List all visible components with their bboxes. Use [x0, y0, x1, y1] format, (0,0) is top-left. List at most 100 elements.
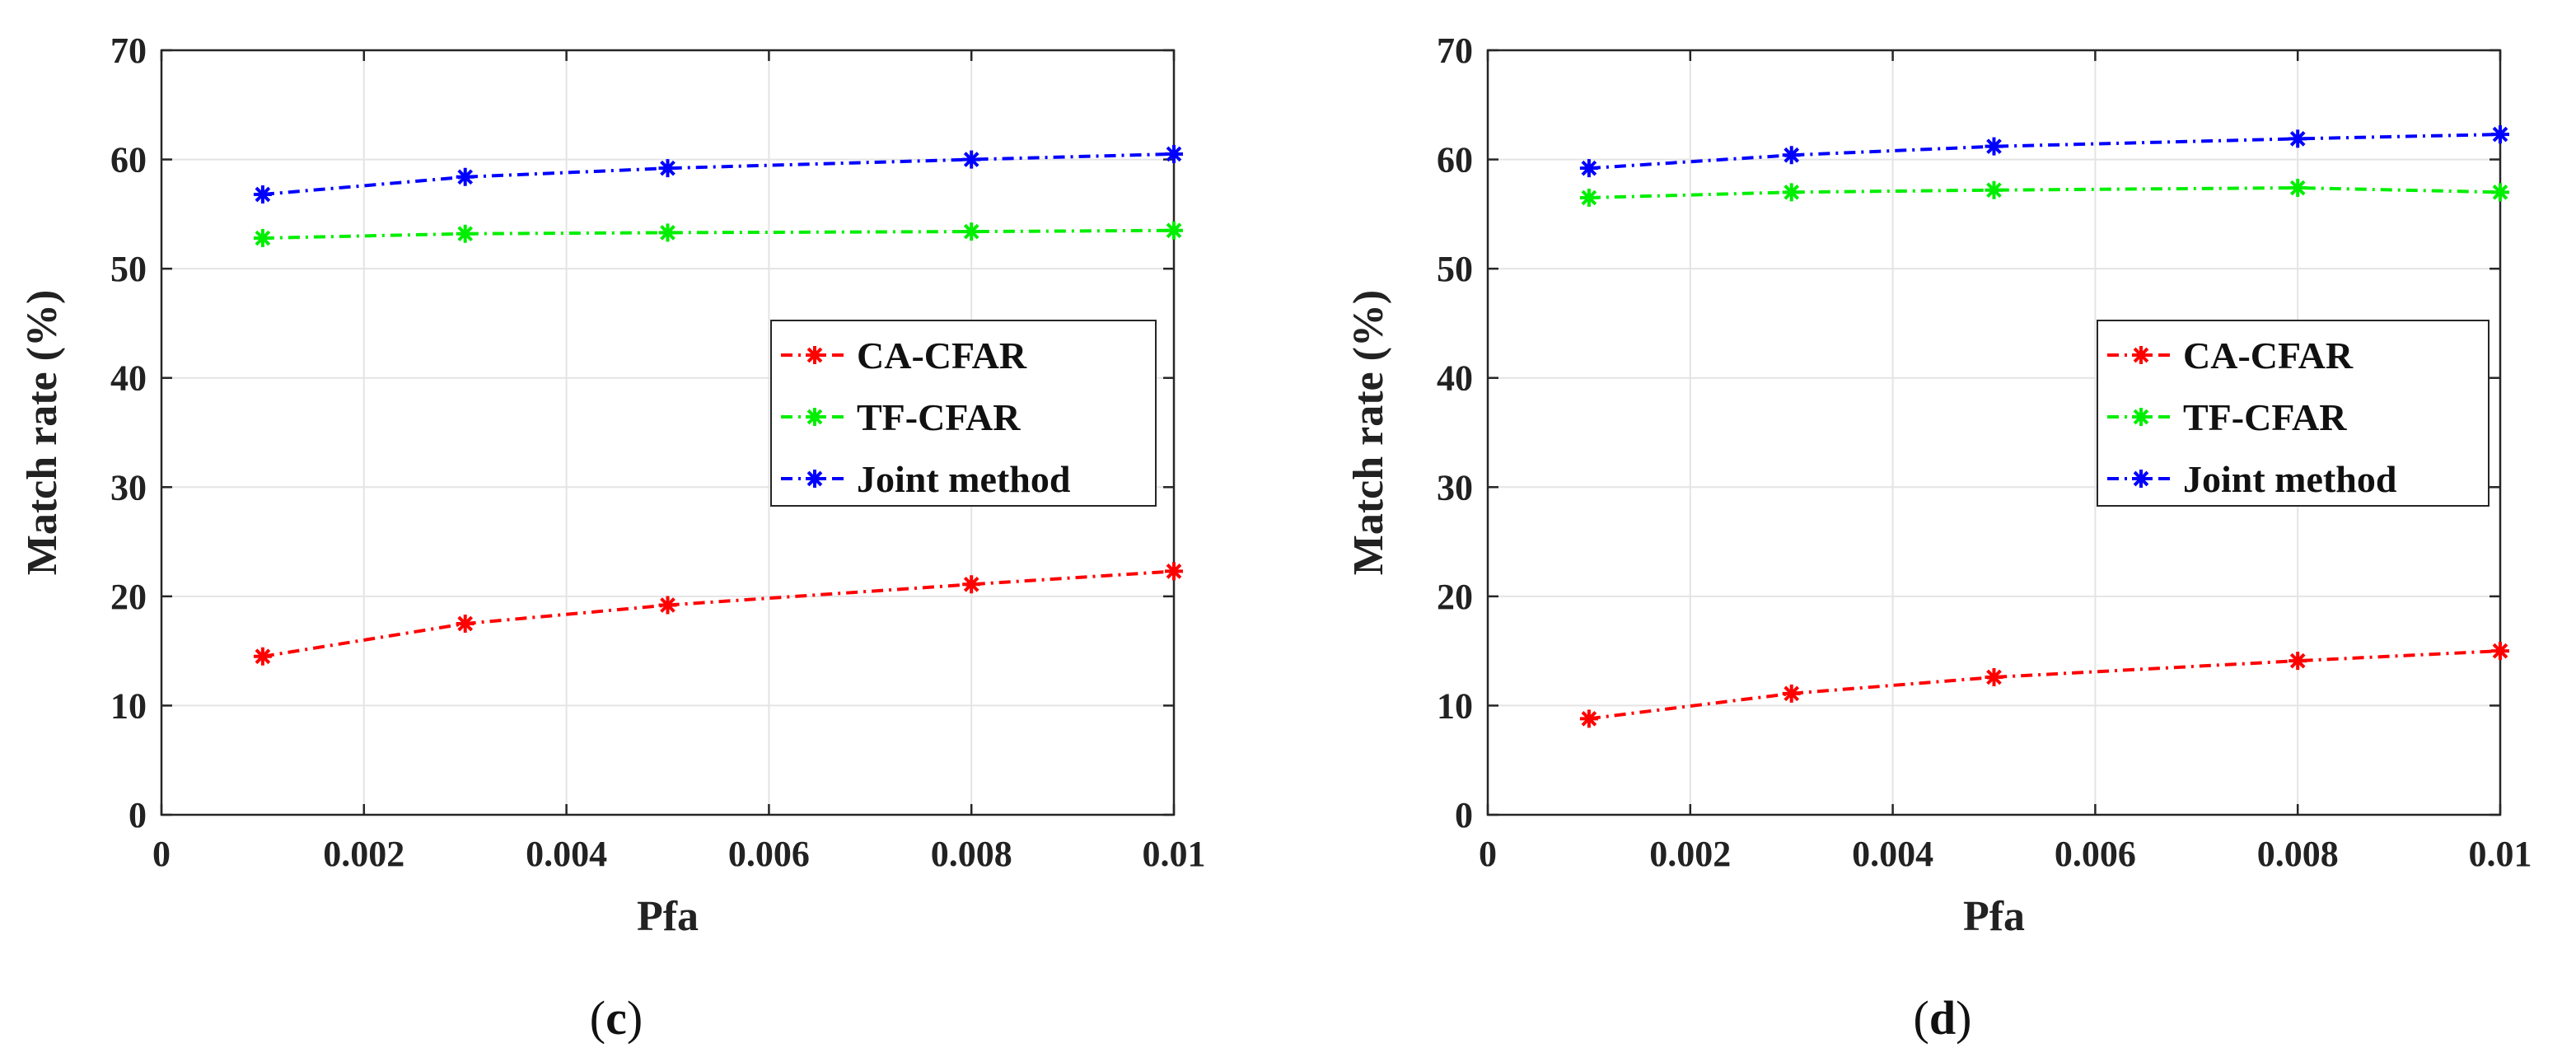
series-ca-cfar — [253, 562, 1183, 666]
data-point — [658, 596, 677, 615]
x-axis-title: Pfa — [1963, 893, 2025, 940]
data-point — [253, 229, 272, 248]
y-tick-label: 10 — [110, 685, 147, 726]
legend-label: TF-CFAR — [2183, 396, 2347, 438]
y-axis-title: Match rate (%) — [19, 290, 66, 576]
y-tick-label: 0 — [1455, 795, 1473, 835]
series-joint-method — [1579, 125, 2509, 178]
y-tick-label: 70 — [110, 30, 147, 71]
legend-label: Joint method — [2183, 458, 2397, 500]
data-point — [456, 224, 475, 243]
plot-frame — [160, 49, 1176, 816]
panel-caption-letter: d — [1929, 991, 1956, 1045]
x-tick-label: 0.008 — [931, 834, 1012, 874]
data-point — [253, 185, 272, 203]
y-tick-label: 60 — [1437, 140, 1473, 180]
data-point — [1165, 562, 1183, 581]
y-tick-label: 50 — [1437, 249, 1473, 289]
legend-box — [770, 320, 1157, 507]
series-tf-cfar — [253, 221, 1183, 248]
x-tick-label: 0 — [152, 834, 171, 874]
legend-label: CA-CFAR — [857, 334, 1027, 376]
data-point — [253, 647, 272, 666]
data-point — [1985, 137, 2003, 156]
series-line — [1588, 649, 2501, 721]
x-tick-label: 0.006 — [728, 834, 810, 874]
data-point — [1985, 667, 2003, 686]
legend-label: Joint method — [857, 458, 1071, 500]
data-point — [456, 167, 475, 186]
y-tick-label: 60 — [110, 140, 147, 180]
legend-marker — [806, 470, 824, 488]
data-point — [1985, 180, 2003, 199]
x-tick-label: 0.002 — [1649, 834, 1731, 874]
legend-item: CA-CFAR — [781, 334, 1027, 376]
panel-caption: (c) — [590, 991, 643, 1045]
x-tick-label: 0.01 — [1143, 834, 1206, 874]
legend-marker — [2132, 408, 2150, 426]
x-tick-label: 0 — [1479, 834, 1497, 874]
x-axis-title: Pfa — [637, 893, 699, 940]
data-point — [2288, 652, 2307, 671]
data-point — [962, 222, 981, 241]
legend-item: Joint method — [781, 458, 1071, 500]
legend-marker — [806, 408, 824, 426]
y-tick-label: 40 — [110, 358, 147, 399]
x-tick-label: 0.006 — [2055, 834, 2136, 874]
data-point — [1579, 709, 1598, 728]
x-tick-label: 0.008 — [2257, 834, 2339, 874]
legend-item: TF-CFAR — [2107, 396, 2347, 438]
x-tick-label: 0.004 — [1852, 834, 1933, 874]
chart-panel-d: 0 10 20 30 40 50 60 70 0 0.002 0.004 0.006 0.008 0.01… — [1345, 30, 2532, 940]
y-axis-title: Match rate (%) — [1345, 290, 1392, 576]
y-tick-label: 20 — [110, 577, 147, 617]
panel-caption-letter: c — [605, 991, 627, 1045]
data-point — [2288, 129, 2307, 148]
data-point — [1782, 684, 1801, 703]
data-point — [1579, 188, 1598, 207]
data-point — [1165, 221, 1183, 240]
legend-item: TF-CFAR — [781, 396, 1021, 438]
data-point — [2491, 642, 2509, 661]
data-point — [2491, 125, 2509, 144]
legend-label: CA-CFAR — [2183, 334, 2354, 376]
y-tick-label: 40 — [1437, 358, 1473, 399]
data-point — [1579, 159, 1598, 178]
legend: CA-CFAR TF-CFAR Joint method — [2097, 320, 2490, 507]
series-line — [262, 228, 1175, 240]
y-tick-label: 30 — [1437, 467, 1473, 507]
legend-item: CA-CFAR — [2107, 334, 2354, 376]
legend-marker — [806, 346, 824, 364]
y-tick-label: 50 — [110, 249, 147, 289]
series-ca-cfar — [1579, 642, 2509, 728]
plot-frame — [1486, 49, 2502, 816]
y-tick-label: 0 — [129, 795, 147, 835]
x-tick-label: 0.004 — [526, 834, 607, 874]
legend-marker — [2132, 346, 2150, 364]
data-point — [1782, 183, 1801, 202]
legend: CA-CFAR TF-CFAR Joint method — [770, 320, 1157, 507]
series-line — [262, 569, 1175, 658]
x-tick-label: 0.01 — [2469, 834, 2532, 874]
data-point — [658, 223, 677, 242]
data-point — [2288, 179, 2307, 198]
data-point — [1165, 144, 1183, 163]
legend-marker — [2132, 470, 2150, 488]
y-tick-label: 70 — [1437, 30, 1473, 71]
series-tf-cfar — [1579, 179, 2509, 207]
series-line — [1588, 133, 2501, 171]
series-joint-method — [253, 144, 1183, 203]
series-line — [1588, 185, 2501, 199]
y-tick-label: 30 — [110, 467, 147, 507]
series-line — [262, 152, 1175, 196]
data-point — [1782, 146, 1801, 165]
chart-panel-c: 0 10 20 30 40 50 60 70 0 0.002 0.004 0.006 0.008 0.01… — [19, 30, 1206, 940]
y-tick-label: 10 — [1437, 685, 1473, 726]
legend-label: TF-CFAR — [857, 396, 1021, 438]
data-point — [962, 575, 981, 594]
legend-box — [2097, 320, 2490, 507]
data-point — [658, 159, 677, 178]
data-point — [456, 615, 475, 633]
